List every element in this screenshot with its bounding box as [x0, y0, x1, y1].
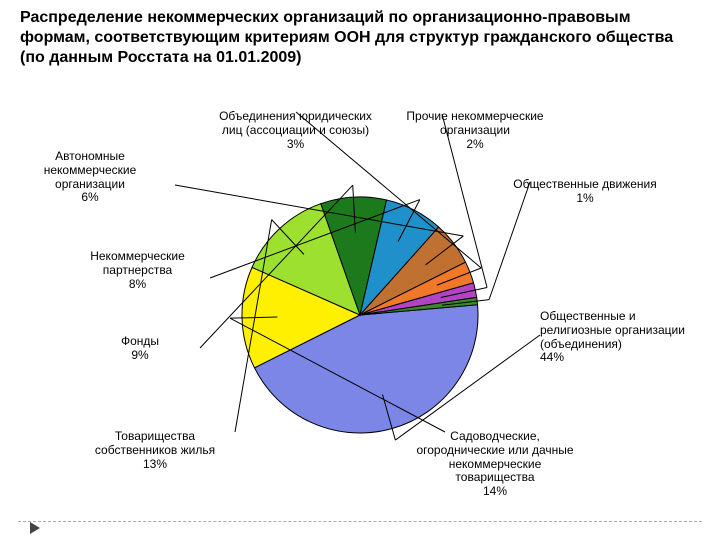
- pie-chart: Общественные и религиозные организации (…: [0, 110, 720, 525]
- slice-label: Некоммерческие партнерства 8%: [55, 250, 220, 291]
- slice-label: Автономные некоммерческие организации 6%: [10, 150, 170, 205]
- chart-title: Распределение некоммерческих организаций…: [20, 8, 700, 68]
- slice-label: Общественные и религиозные организации (…: [540, 310, 710, 365]
- footer-divider: [18, 521, 702, 522]
- slice-label: Прочие некоммерческие организации 2%: [395, 110, 555, 151]
- footer-flag-icon: [30, 522, 40, 534]
- slice-label: Садоводческие, огороднические или дачные…: [410, 430, 580, 499]
- slice-label: Фонды 9%: [85, 335, 195, 363]
- slice-label: Товарищества собственников жилья 13%: [80, 430, 230, 471]
- slice-label: Общественные движения 1%: [505, 178, 665, 206]
- slice-label: Объединения юридических лиц (ассоциации …: [208, 110, 383, 151]
